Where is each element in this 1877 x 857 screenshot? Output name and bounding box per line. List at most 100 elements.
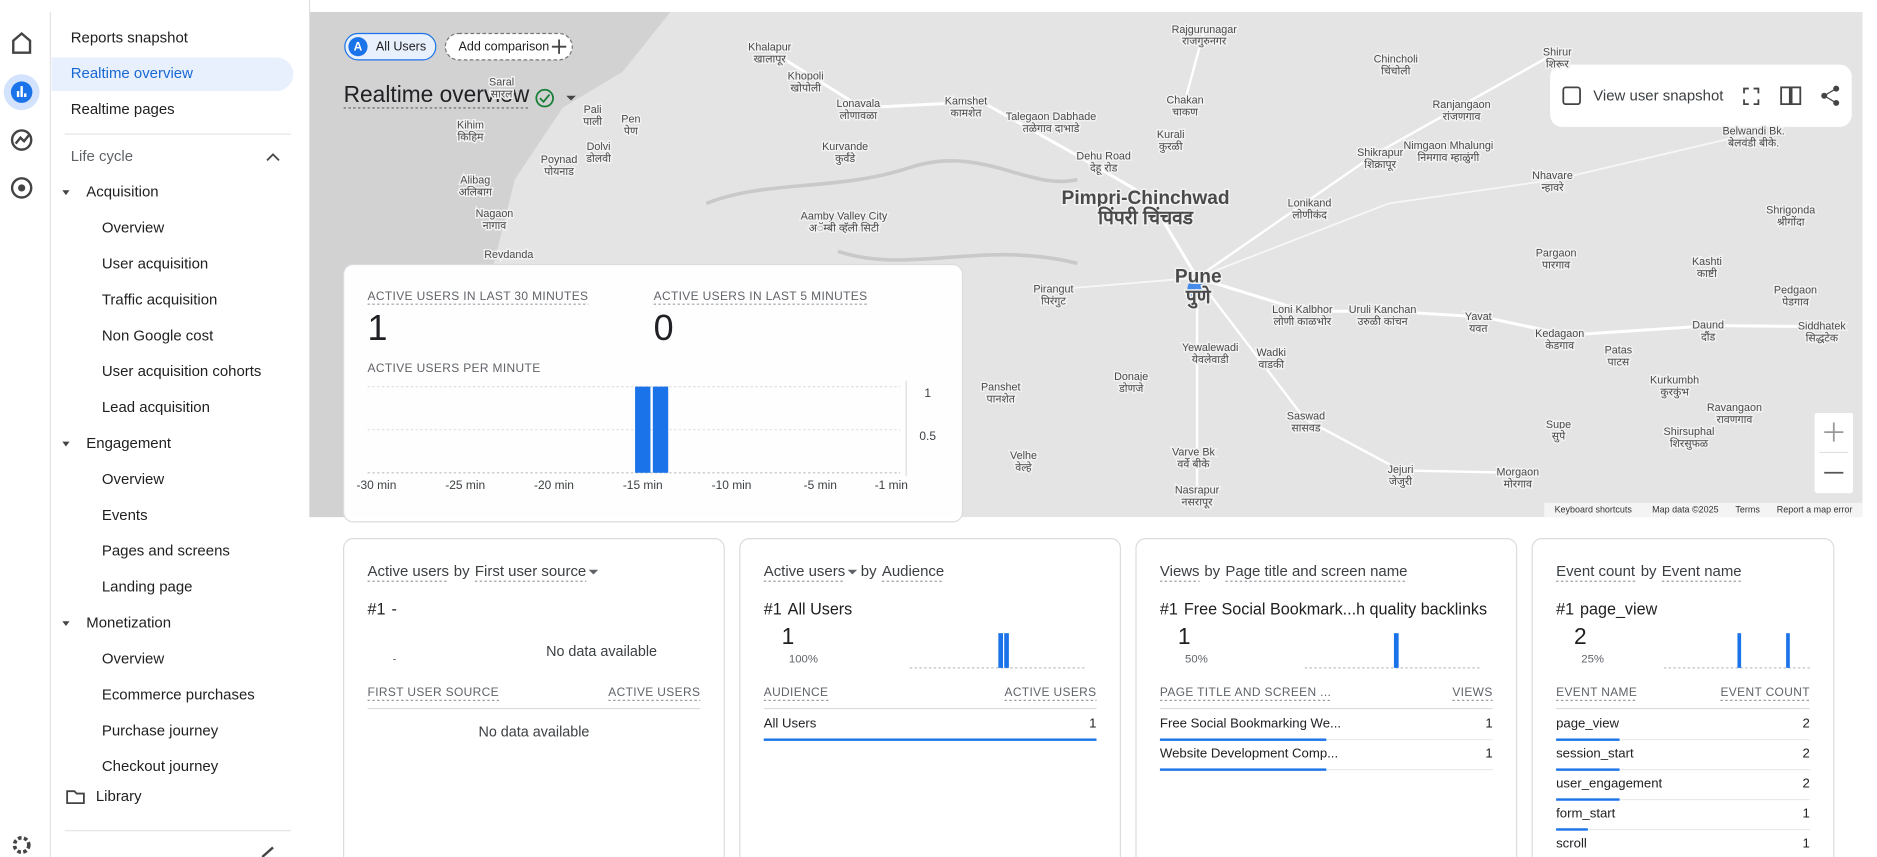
map-label: Wadki — [1256, 347, 1286, 359]
nav-group[interactable]: Monetization — [86, 615, 171, 632]
map-label-local: खालापूर — [754, 54, 787, 66]
toolbar: View user snapshot — [1550, 64, 1852, 127]
nav-item[interactable]: Ecommerce purchases — [102, 686, 255, 703]
map-label: Alibag — [460, 175, 490, 187]
nav-item[interactable]: Landing page — [102, 579, 193, 596]
nav-item[interactable]: Purchase journey — [102, 722, 219, 739]
report-card — [1135, 538, 1518, 857]
map-label-local: रावणगाव — [1717, 414, 1754, 426]
spark-bar — [998, 633, 1004, 668]
map-label-local: मोरगाव — [1504, 478, 1533, 491]
nav-group[interactable]: Engagement — [86, 435, 172, 452]
rank: #1 — [368, 601, 386, 619]
map-label: Kurali — [1157, 129, 1185, 141]
map-label: Lonavala — [836, 98, 880, 110]
card-by: by — [861, 563, 877, 580]
map-label: Rajgurunagar — [1172, 24, 1238, 36]
map-label: Ravangaon — [1707, 402, 1762, 414]
map-label: Saral — [489, 76, 514, 88]
share-icon[interactable] — [1821, 85, 1840, 106]
nav-item[interactable]: Realtime overview — [71, 65, 193, 82]
row-value: 1 — [1485, 716, 1492, 731]
zoom-in[interactable] — [1824, 422, 1844, 442]
map-label: Talegaon Dabhade — [1006, 111, 1096, 123]
nav-item[interactable]: Library — [96, 788, 142, 805]
map-label-local: अॅम्बी व्हॅली सिटी — [809, 221, 879, 234]
map-attribution: Terms — [1735, 504, 1760, 514]
map-label-local: चाकण — [1172, 106, 1198, 118]
metric-label: ACTIVE USERS IN LAST 30 MINUTES — [368, 289, 589, 303]
map-label-local: किहिम — [458, 130, 485, 143]
map-label: Poynad — [541, 154, 578, 166]
rank: #1 — [1160, 601, 1178, 619]
map-label-local: पिरंगुट — [1041, 294, 1066, 307]
home-icon[interactable] — [12, 31, 32, 54]
fullscreen-icon[interactable] — [1743, 87, 1760, 106]
rank: #1 — [1556, 601, 1574, 619]
map-label-local: पारगाव — [1542, 260, 1571, 272]
map-label-local: रांजणगाव — [1443, 111, 1482, 123]
map-label: Kashti — [1692, 256, 1722, 268]
top-share: 25% — [1581, 654, 1604, 666]
settings-icon[interactable] — [12, 836, 31, 855]
nav-item[interactable]: User acquisition cohorts — [102, 363, 262, 380]
add-comparison-chip[interactable] — [444, 32, 573, 61]
nav-item[interactable]: Overview — [102, 220, 165, 237]
view-user-snapshot[interactable]: View user snapshot — [1593, 87, 1724, 104]
map-label-local: वेल्हे — [1015, 461, 1032, 474]
map-label: Shikrapur — [1357, 147, 1403, 159]
nav-group[interactable]: Acquisition — [86, 184, 158, 201]
map-label-local: देहू रोड — [1090, 162, 1118, 176]
row-share-bar — [1556, 798, 1620, 801]
map-label: Nhavare — [1532, 170, 1573, 182]
row-value: 2 — [1803, 716, 1810, 731]
map-label: Saswad — [1287, 410, 1325, 422]
nav-item[interactable]: Non Google cost — [102, 327, 214, 344]
nav-item[interactable]: Events — [102, 507, 148, 524]
expand-arrow — [62, 441, 70, 447]
metric-value: 1 — [368, 308, 388, 348]
nav-item[interactable]: Pages and screens — [102, 543, 230, 560]
column-header: ACTIVE USERS — [1004, 685, 1096, 699]
y-tick-label: 1 — [924, 386, 931, 400]
advertising-icon[interactable] — [10, 177, 33, 199]
map-label-local: सिद्धटेक — [1806, 332, 1839, 345]
collapse-icon[interactable] — [266, 153, 280, 162]
map-label-local: उरुळी कांचन — [1357, 315, 1408, 328]
nav-item[interactable]: Overview — [102, 471, 165, 488]
map-label: Yavat — [1465, 311, 1492, 323]
row-share-bar — [1159, 738, 1327, 741]
row-label: page_view — [1556, 716, 1619, 731]
row-label: All Users — [764, 716, 817, 731]
no-data: No data available — [546, 644, 657, 660]
map-label: Supe — [1546, 419, 1571, 431]
nav-item[interactable]: Reports snapshot — [71, 29, 189, 46]
map-label: Shirsuphal — [1664, 426, 1715, 438]
top-value: 1 — [782, 623, 795, 649]
spark-bar — [1737, 633, 1742, 668]
user-location — [1187, 278, 1207, 299]
row-value: 1 — [1803, 835, 1810, 850]
nav-item[interactable]: Lead acquisition — [102, 399, 210, 416]
nav-item[interactable]: User acquisition — [102, 255, 208, 272]
row-value: 1 — [1485, 746, 1492, 761]
card-by: by — [1641, 563, 1657, 580]
map-label: Velhe — [1010, 450, 1037, 462]
comparison-chip[interactable] — [344, 32, 437, 61]
card-metric: Active users — [368, 563, 449, 580]
nav-item[interactable]: Checkout journey — [102, 758, 219, 775]
explore-icon[interactable] — [10, 129, 33, 151]
map-label-local: पानशेत — [987, 393, 1016, 406]
map-label: Belwandi Bk. — [1722, 126, 1784, 138]
comparison-badge: A — [354, 39, 363, 53]
map-attribution: Report a map error — [1777, 504, 1853, 514]
map-label: Kedagaon — [1535, 328, 1584, 340]
card-dimension: Page title and screen name — [1225, 563, 1407, 580]
nav-item[interactable]: Realtime pages — [71, 101, 175, 118]
nav-item[interactable]: Overview — [102, 650, 165, 667]
map-label-local: कुरळी — [1159, 140, 1183, 153]
nav-item[interactable]: Traffic acquisition — [102, 291, 218, 308]
column-header: ACTIVE USERS — [608, 685, 700, 699]
